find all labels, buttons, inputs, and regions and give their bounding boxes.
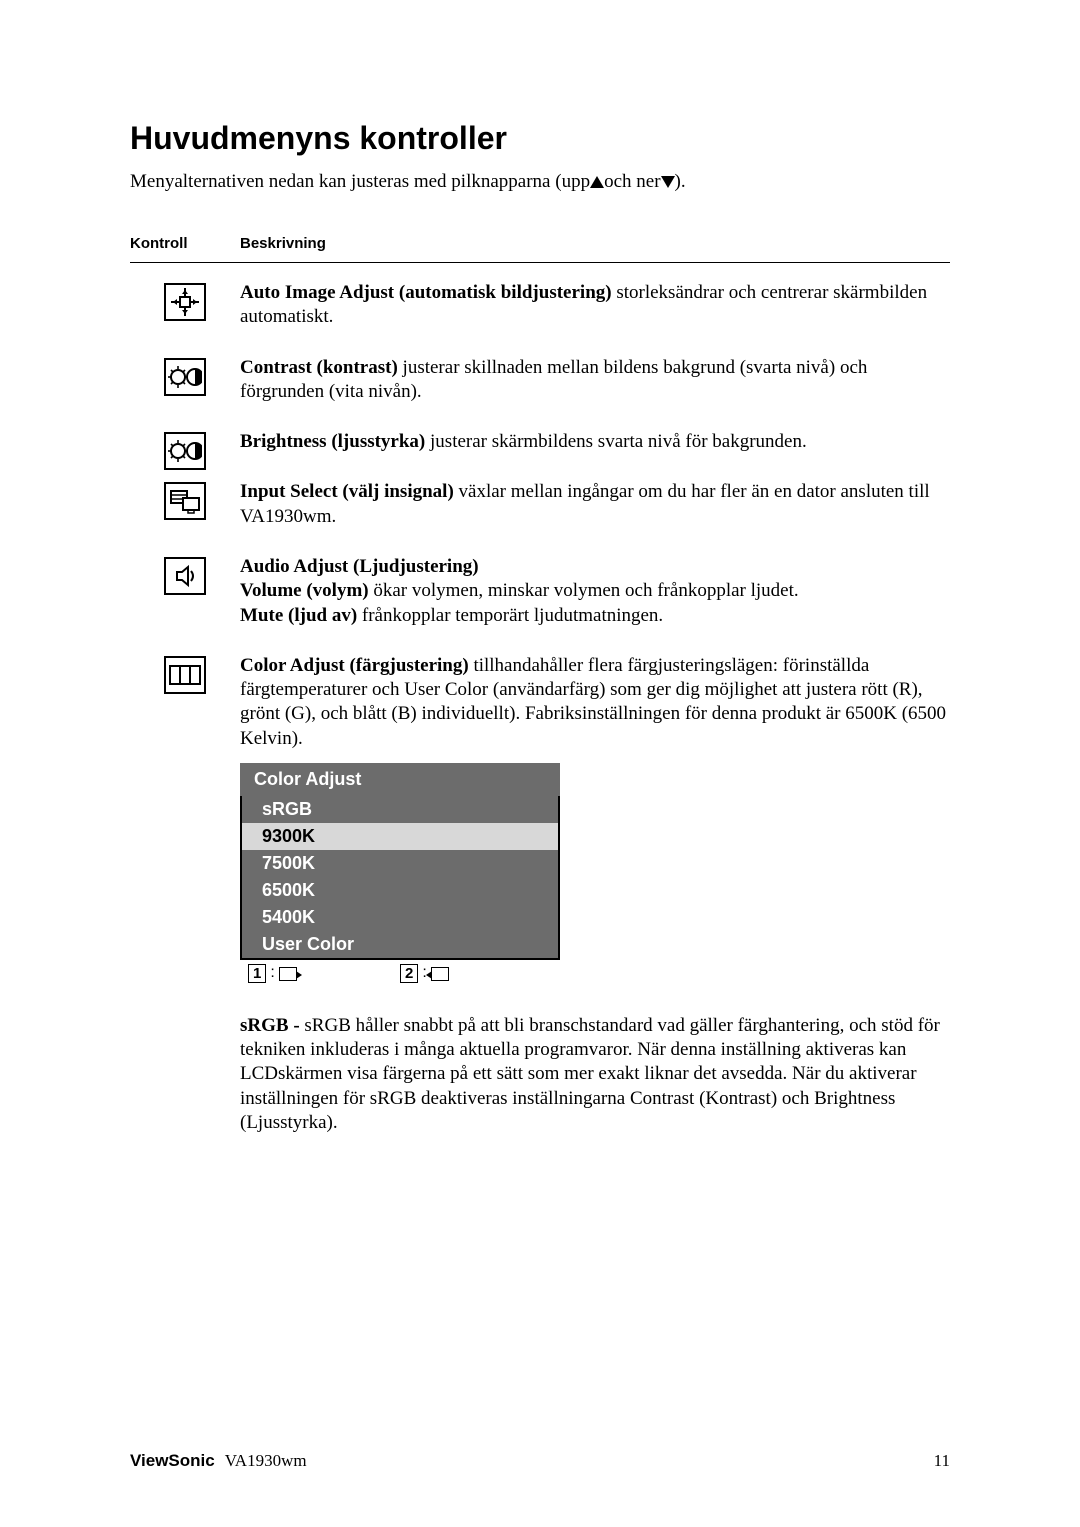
th-kontroll: Kontroll bbox=[130, 235, 240, 252]
srgb-paragraph: sRGB - sRGB håller snabbt på att bli bra… bbox=[240, 1014, 950, 1136]
down-arrow-icon bbox=[661, 176, 675, 188]
osd-item: User Color bbox=[242, 931, 558, 958]
mute-text: frånkopplar temporärt ljudutmatningen. bbox=[357, 605, 663, 626]
row-audio-adjust: Audio Adjust (Ljudjustering) Volume (vol… bbox=[130, 555, 950, 628]
auto-image-adjust-icon bbox=[164, 283, 206, 321]
osd-footer: 1 : 2 : bbox=[240, 958, 560, 983]
osd-key-1: 1 bbox=[248, 964, 266, 983]
intro-mid: och ner bbox=[604, 171, 660, 192]
contrast-icon bbox=[164, 358, 206, 396]
input-select-icon bbox=[164, 482, 206, 520]
audio-heading: Audio Adjust (Ljudjustering) bbox=[240, 555, 950, 579]
srgb-text: sRGB håller snabbt på att bli branschsta… bbox=[240, 1015, 940, 1133]
intro-post: ). bbox=[675, 171, 686, 192]
srgb-bold: sRGB - bbox=[240, 1015, 304, 1036]
intro-text: Menyalternativen nedan kan justeras med … bbox=[130, 171, 950, 193]
brightness-text: justerar skärmbildens svarta nivå för ba… bbox=[425, 431, 806, 452]
page-title: Huvudmenyns kontroller bbox=[130, 120, 950, 157]
osd-item: sRGB bbox=[242, 796, 558, 823]
osd-item: 9300K bbox=[242, 823, 558, 850]
footer-brand: ViewSonic bbox=[130, 1451, 215, 1471]
row-contrast: Contrast (kontrast) justerar skillnaden … bbox=[130, 356, 950, 405]
row-input-select: Input Select (välj insignal) växlar mell… bbox=[130, 480, 950, 529]
brightness-icon bbox=[164, 432, 206, 470]
volume-bold: Volume (volym) bbox=[240, 580, 369, 601]
auto-bold: Auto Image Adjust (automatisk bildjuster… bbox=[240, 282, 612, 303]
osd-item: 5400K bbox=[242, 904, 558, 931]
osd-item: 6500K bbox=[242, 877, 558, 904]
up-arrow-icon bbox=[590, 176, 604, 188]
contrast-bold: Contrast (kontrast) bbox=[240, 357, 398, 378]
row-brightness: Brightness (ljusstyrka) justerar skärmbi… bbox=[130, 430, 950, 470]
osd-title: Color Adjust bbox=[240, 763, 560, 796]
color-bold: Color Adjust (färgjustering) bbox=[240, 655, 469, 676]
row-auto-image: Auto Image Adjust (automatisk bildjuster… bbox=[130, 281, 950, 330]
footer-model: VA1930wm bbox=[225, 1451, 307, 1471]
brightness-bold: Brightness (ljusstyrka) bbox=[240, 431, 425, 452]
volume-text: ökar volymen, minskar volymen och frånko… bbox=[369, 580, 799, 601]
audio-adjust-icon bbox=[164, 557, 206, 595]
mute-bold: Mute (ljud av) bbox=[240, 605, 357, 626]
row-color-adjust: Color Adjust (färgjustering) tillhandahå… bbox=[130, 654, 950, 1136]
color-adjust-icon bbox=[164, 656, 206, 694]
exit-icon bbox=[279, 967, 297, 981]
osd-key-2: 2 bbox=[400, 964, 418, 983]
page-footer: ViewSonic VA1930wm 11 bbox=[130, 1451, 950, 1471]
color-adjust-osd-menu: Color Adjust sRGB9300K7500K6500K5400KUse… bbox=[240, 763, 560, 984]
osd-item: 7500K bbox=[242, 850, 558, 877]
intro-pre: Menyalternativen nedan kan justeras med … bbox=[130, 171, 590, 192]
colon1: : bbox=[270, 963, 274, 983]
table-header-row: Kontroll Beskrivning bbox=[130, 235, 950, 263]
back-icon bbox=[431, 967, 449, 981]
footer-page-number: 11 bbox=[934, 1451, 950, 1471]
th-beskrivning: Beskrivning bbox=[240, 235, 950, 252]
input-bold: Input Select (välj insignal) bbox=[240, 481, 454, 502]
